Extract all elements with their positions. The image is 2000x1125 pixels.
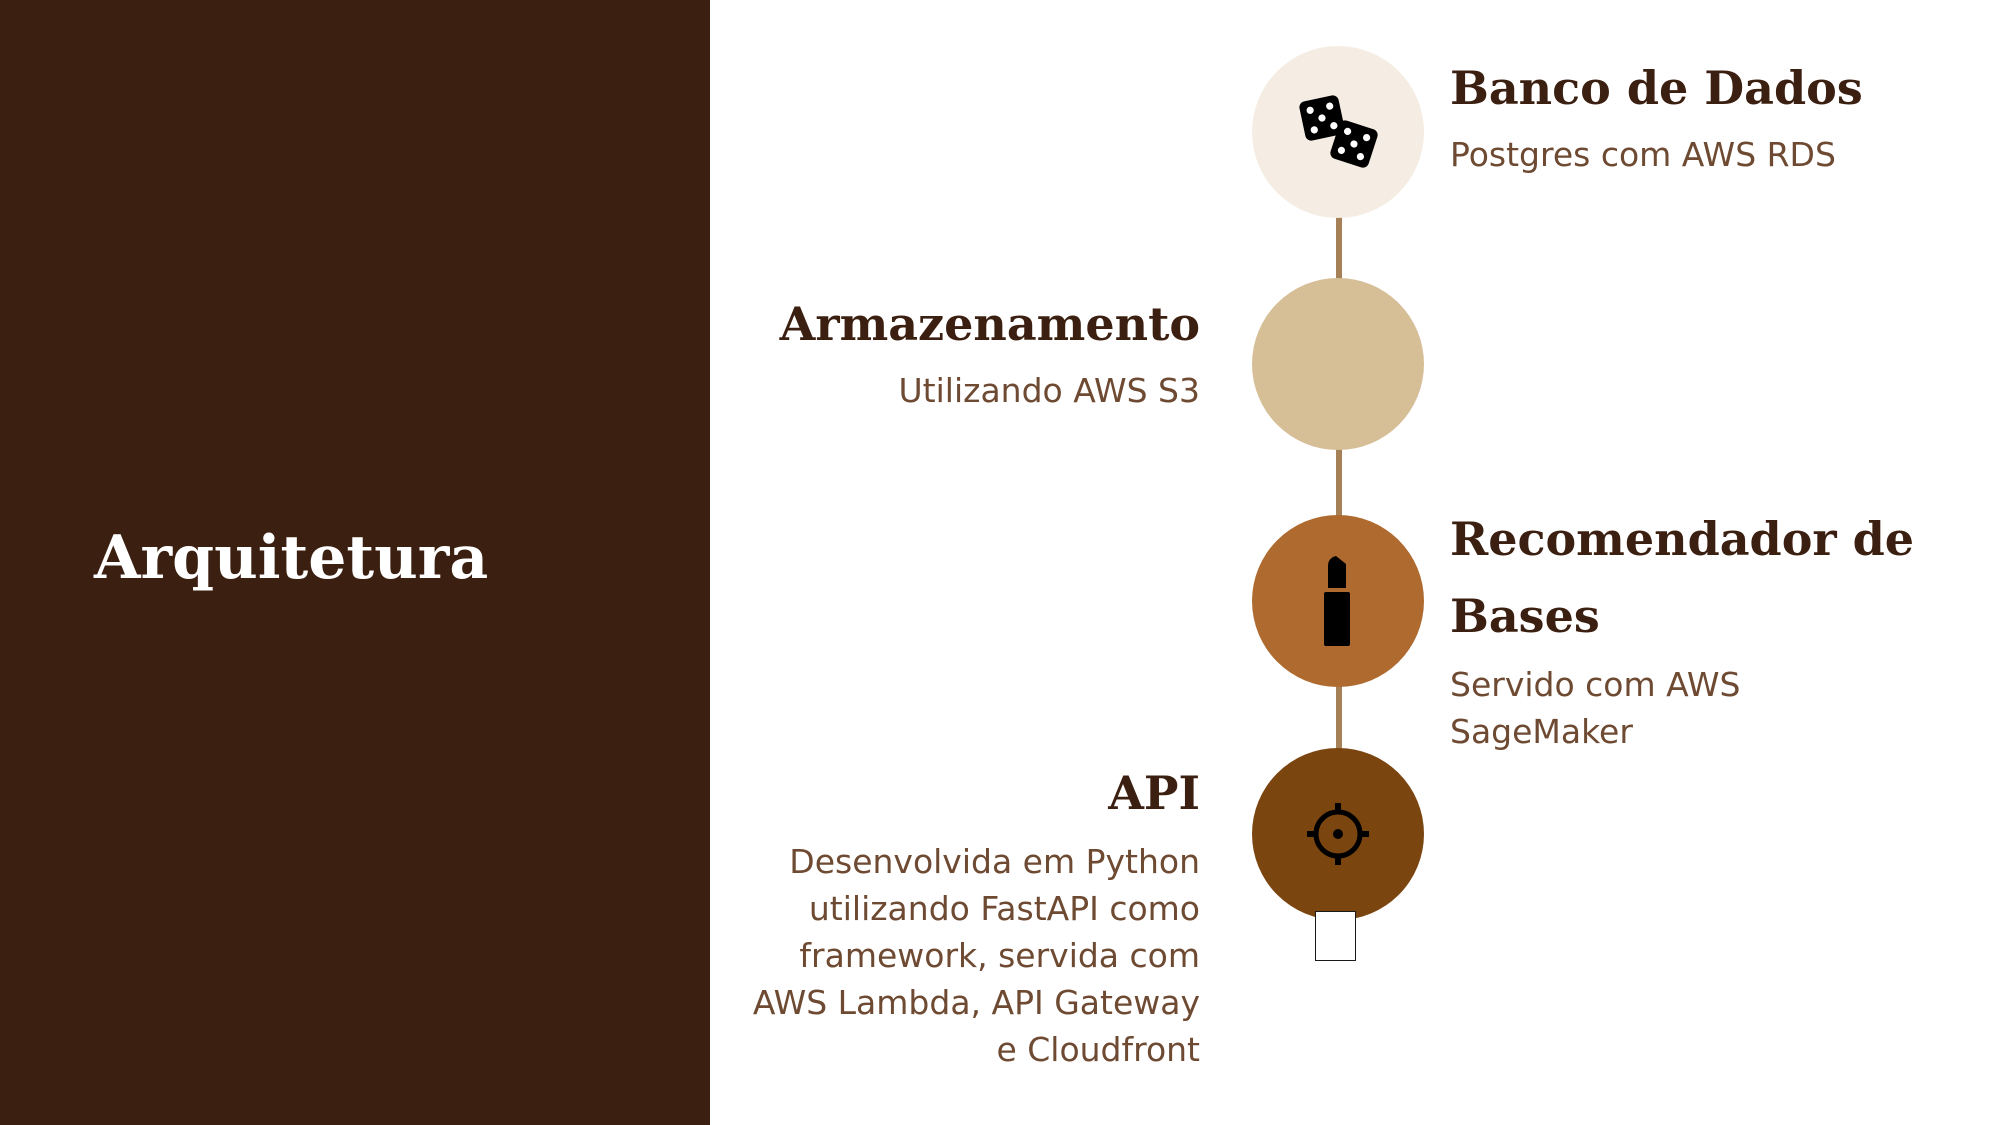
timeline-connector: [1336, 683, 1342, 751]
item-desc-recomendador: Servido com AWS SageMaker: [1450, 665, 1741, 751]
timeline-connector: [1336, 215, 1342, 283]
empty-box: [1315, 911, 1356, 961]
item-title-banco-de-dados: Banco de Dados: [1450, 61, 1863, 115]
slide-title: Arquitetura: [94, 523, 489, 593]
item-title-api: API: [1108, 766, 1200, 820]
gear-icon: [1305, 801, 1371, 867]
item-title-recomendador: Recomendador de Bases: [1450, 512, 1915, 643]
item-title-armazenamento: Armazenamento: [779, 297, 1200, 351]
lipstick-icon: [1318, 554, 1358, 648]
item-desc-api: Desenvolvida em Python utilizando FastAP…: [752, 842, 1200, 1069]
side-panel: [0, 0, 710, 1125]
timeline-node-armazenamento: [1252, 278, 1424, 450]
item-desc-banco-de-dados: Postgres com AWS RDS: [1450, 135, 1836, 174]
dice-icon: [1298, 92, 1378, 172]
timeline-connector: [1336, 445, 1342, 517]
timeline-node-recomendador: [1252, 515, 1424, 687]
timeline-node-banco-de-dados: [1252, 46, 1424, 218]
item-desc-armazenamento: Utilizando AWS S3: [898, 371, 1200, 410]
timeline-node-api: [1252, 748, 1424, 920]
